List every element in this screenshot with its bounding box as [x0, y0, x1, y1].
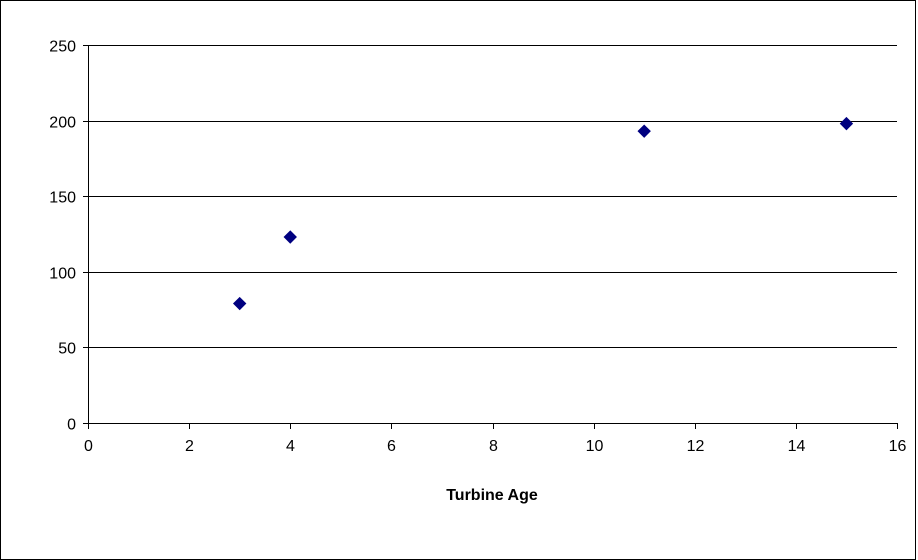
scatter-chart: 0 50 100 150 200 250 0 2 4 6 8 10 12 14 16 Turbine Ag…	[49, 39, 906, 505]
y-tick-labels: 0 50 100 150 200 250	[49, 39, 76, 434]
x-tick-labels: 0 2 4 6 8 10 12 14 16	[84, 438, 906, 455]
data-point-0-3	[839, 116, 854, 131]
data-point-0-0	[232, 296, 247, 311]
axes	[83, 45, 898, 429]
x-tick-label-2: 2	[185, 438, 194, 455]
x-tick-label-12: 12	[687, 438, 705, 455]
x-axis-title: Turbine Age	[446, 487, 538, 504]
data-points	[232, 116, 854, 311]
gridlines	[88, 45, 897, 348]
data-point-0-2	[637, 124, 651, 138]
x-tick-label-8: 8	[489, 438, 498, 455]
x-tick-label-16: 16	[889, 438, 907, 455]
x-tick-label-6: 6	[387, 438, 396, 455]
x-tick-label-14: 14	[788, 438, 806, 455]
y-tick-label-0: 0	[67, 417, 76, 434]
data-point-0-1	[283, 230, 297, 244]
y-tick-label-250: 250	[49, 39, 76, 56]
y-tick-label-150: 150	[49, 190, 76, 207]
y-tick-label-200: 200	[49, 115, 76, 132]
x-tick-label-4: 4	[286, 438, 295, 455]
y-tick-label-100: 100	[49, 266, 76, 283]
x-tick-label-0: 0	[84, 438, 93, 455]
y-tick-label-50: 50	[58, 341, 76, 358]
x-tick-label-10: 10	[586, 438, 604, 455]
